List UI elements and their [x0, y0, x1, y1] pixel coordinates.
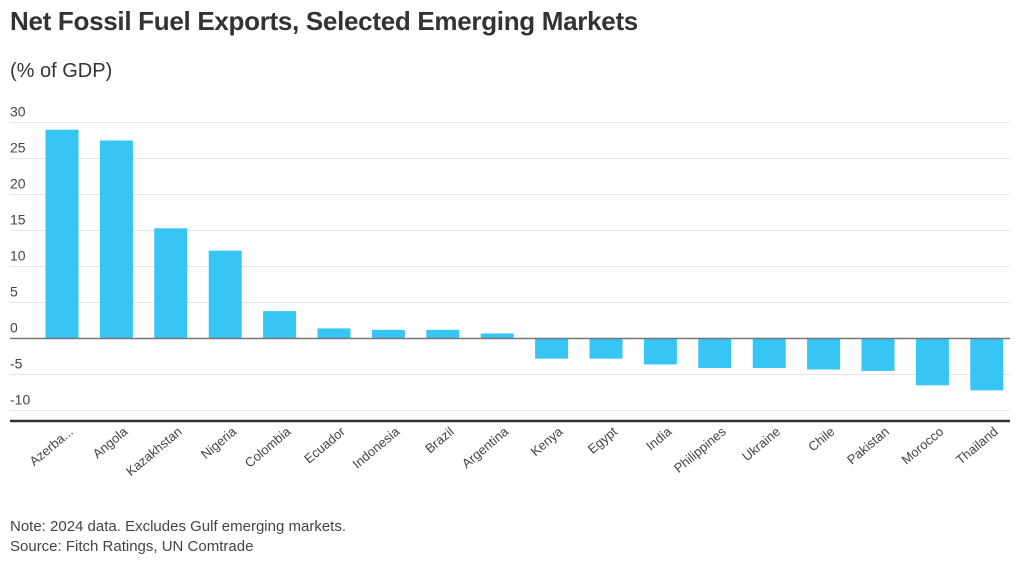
bar	[371, 329, 405, 339]
bar	[426, 329, 460, 339]
x-tick-label: Brazil	[422, 424, 457, 456]
bar	[535, 338, 569, 359]
x-tick-label: Ecuador	[301, 423, 348, 466]
note-text: Note: 2024 data. Excludes Gulf emerging …	[10, 518, 347, 535]
x-tick-label: Philippines	[671, 423, 729, 475]
x-tick-label: Chile	[805, 424, 837, 455]
x-tick-label: India	[643, 423, 675, 453]
bar	[589, 338, 623, 359]
chart-subtitle: (% of GDP)	[10, 60, 113, 82]
x-tick-label: Thailand	[953, 424, 1001, 468]
x-tick-label: Indonesia	[349, 423, 402, 471]
x-tick-label: Kazakhstan	[123, 424, 185, 479]
x-tick-label: Nigeria	[198, 423, 240, 461]
bar	[698, 338, 732, 369]
chart-title: Net Fossil Fuel Exports, Selected Emergi…	[10, 6, 638, 36]
bars	[45, 129, 1004, 391]
bar	[208, 250, 242, 339]
x-tick-label: Pakistan	[844, 424, 892, 468]
x-tick-label: Ukraine	[739, 424, 783, 464]
y-tick-label: -5	[10, 356, 23, 372]
x-tick-label: Azerba...	[26, 424, 76, 469]
bar	[752, 338, 786, 369]
x-tick-label: Colombia	[242, 423, 294, 470]
y-tick-label: 15	[10, 212, 26, 228]
bar	[915, 338, 949, 386]
y-tick-label: 10	[10, 248, 26, 264]
chart-notes: Note: 2024 data. Excludes Gulf emerging …	[10, 517, 346, 557]
bar	[643, 338, 677, 365]
bar	[45, 129, 79, 339]
bar	[970, 338, 1004, 391]
source-text: Source: Fitch Ratings, UN Comtrade	[10, 538, 254, 555]
y-tick-label: -10	[10, 392, 30, 408]
x-tick-label: Kenya	[528, 423, 566, 459]
bar	[154, 228, 188, 339]
y-tick-label: 30	[10, 104, 26, 120]
y-tick-label: 25	[10, 140, 26, 156]
x-tick-label: Egypt	[585, 424, 620, 457]
bar	[317, 328, 351, 339]
x-tick-label: Angola	[90, 423, 131, 461]
y-axis-ticks: 30 25 20 15 10 5 0 -5 -10	[10, 104, 30, 408]
x-tick-label: Argentina	[459, 423, 512, 471]
bar	[480, 333, 514, 339]
bar	[263, 311, 297, 339]
bar	[807, 338, 841, 370]
y-tick-label: 5	[10, 284, 18, 300]
bar	[99, 140, 133, 339]
y-tick-label: 20	[10, 176, 26, 192]
y-tick-label: 0	[10, 320, 18, 336]
x-tick-label: Morocco	[898, 424, 946, 468]
bar	[861, 338, 895, 371]
bar-chart: 30 25 20 15 10 5 0 -5 -10 Azerba... AngolaKazakhs…	[10, 104, 1010, 479]
